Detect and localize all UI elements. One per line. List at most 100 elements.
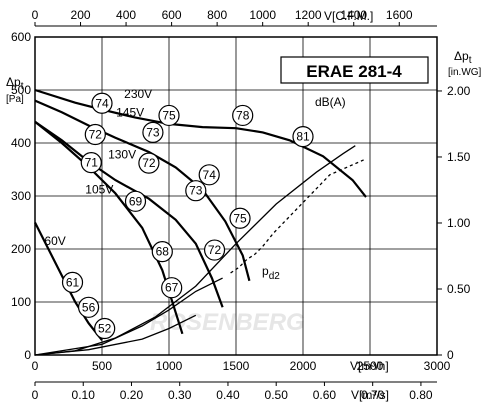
chart-title: ERAE 281-4 (306, 62, 402, 81)
db-marker-value: 78 (236, 108, 250, 122)
left-axis-label: Δpt (6, 75, 24, 92)
bottom-axis-m3h-tick-label: 500 (92, 359, 112, 373)
db-marker-circle (142, 121, 164, 143)
top-axis-cfm-tick-label: 1000 (249, 8, 276, 22)
voltage-label: 130V (108, 147, 136, 161)
right-axis-tick-label: 0 (447, 348, 454, 362)
left-axis-tick-label: 200 (11, 242, 31, 256)
db-marker-circle (124, 190, 147, 212)
db-marker-circle (84, 123, 106, 146)
db-marker-circle (138, 152, 160, 174)
db-marker-value: 74 (203, 168, 217, 182)
db-marker-value: 68 (156, 245, 170, 259)
grid (35, 37, 437, 355)
top-axis-cfm-tick-label: 800 (207, 8, 227, 22)
db-marker-circle (91, 92, 113, 114)
left-axis-tick-label: 300 (11, 189, 31, 203)
pd2-dashed-curve (230, 158, 367, 274)
db-marker-value: 75 (233, 211, 247, 225)
bottom-axis-m3s-label: V[m³/s] (351, 388, 389, 402)
db-marker-value: 74 (95, 96, 109, 110)
db-marker-circle (80, 152, 102, 174)
top-axis-cfm-ticks: 0 200 400 600 800 1000 1200 1400 1600 (32, 8, 437, 27)
db-marker-value: 73 (146, 125, 160, 139)
top-axis-cfm-tick-label: 1200 (295, 8, 322, 22)
left-axis-tick-label: 500 (11, 83, 31, 97)
db-marker-circle (185, 180, 207, 202)
db-marker-value: 81 (296, 130, 310, 144)
right-axis-tick-label: 0.50 (447, 282, 471, 296)
fan-curve-line (34, 120, 224, 308)
db-marker-value: 72 (89, 128, 103, 142)
bottom-axis-m3s-tick-label: 0.60 (313, 388, 337, 402)
bottom-axis-m3h-tick-label: 0 (32, 359, 39, 373)
db-marker-value: 69 (129, 194, 143, 208)
bottom-axis-m3h-ticks: 0 500 1000 1500 2000 2500 3000 (32, 359, 451, 373)
top-axis-cfm-tick-label: 1600 (386, 8, 413, 22)
voltage-label: 145V (116, 106, 144, 120)
bottom-axis-m3s-tick-label: 0.20 (120, 388, 144, 402)
db-marker-value: 61 (66, 275, 80, 289)
dba-label: dB(A) (315, 95, 346, 109)
system-curve (34, 277, 223, 356)
top-axis-cfm-tick-label: 1400 (340, 8, 367, 22)
voltage-label: 60V (44, 234, 65, 248)
db-marker-circle (151, 241, 173, 263)
left-axis-tick-label: 100 (11, 295, 31, 309)
db-marker-circle (203, 239, 226, 261)
left-axis-tick-label: 400 (11, 136, 31, 150)
top-axis-cfm-label: V[C.F.M.] (324, 9, 373, 23)
pd-label: pd2 (262, 264, 280, 282)
db-marker-circle (161, 277, 183, 299)
bottom-axis-m3h-tick-label: 2500 (357, 359, 384, 373)
db-marker-circle (198, 164, 220, 186)
left-axis-tick-label: 600 (11, 30, 31, 44)
right-axis-tick-label: 1.50 (447, 150, 471, 164)
bottom-axis-m3h-tick-label: 1500 (223, 359, 250, 373)
right-axis-tick-label: 2.00 (447, 84, 471, 98)
voltage-labels: 230V 145V 130V 105V 60V (44, 87, 152, 248)
right-axis-unit: [in.WG] (448, 67, 482, 78)
system-curve (34, 314, 197, 356)
bottom-axis-m3h-tick-label: 2000 (290, 359, 317, 373)
bottom-axis-m3s-ticks: 0 0.10 0.20 0.30 0.40 0.50 0.60 0.70 0.80 (32, 381, 437, 402)
fan-curve-line (34, 99, 251, 282)
db-marker-circle (229, 207, 251, 229)
db-marker-value: 73 (189, 184, 203, 198)
bottom-axis-m3s-tick-label: 0.70 (361, 388, 385, 402)
db-marker-circle (77, 296, 100, 318)
db-marker-value: 72 (142, 156, 156, 170)
left-axis-unit: [Pa] (6, 94, 24, 105)
voltage-label: 105V (85, 182, 113, 196)
db-marker-value: 71 (85, 156, 99, 170)
top-axis-cfm-tick-label: 600 (162, 8, 182, 22)
watermark-text: ROSENBERG (150, 309, 305, 336)
db-marker-circle (232, 104, 254, 127)
left-axis-tick-label: 0 (24, 348, 31, 362)
db-marker-circle (61, 271, 84, 293)
title-box (280, 56, 429, 84)
db-marker-circle (158, 104, 180, 127)
right-axis-label: Δpt (454, 49, 472, 66)
bottom-axis-m3h-tick-label: 3000 (424, 359, 451, 373)
right-axis-ticks: 0 0.50 1.00 1.50 2.00 (437, 84, 471, 362)
bottom-axis-m3s-tick-label: 0.50 (265, 388, 289, 402)
top-axis-cfm-tick-label: 200 (71, 8, 91, 22)
bottom-axis-m3s-tick-label: 0.40 (216, 388, 240, 402)
plot-frame (34, 36, 438, 356)
bottom-axis-m3s-tick-label: 0 (32, 388, 39, 402)
bottom-axis-m3s-tick-label: 0.10 (72, 388, 96, 402)
db-marker-value: 52 (98, 322, 112, 336)
db-marker-circle (292, 126, 314, 148)
top-axis-cfm-tick-label: 400 (116, 8, 136, 22)
fan-curve-line (34, 120, 184, 335)
db-marker-value: 67 (165, 281, 179, 295)
bottom-axis-m3s-tick-label: 0.80 (409, 388, 433, 402)
db-marker-circle (94, 317, 116, 340)
db-marker-value: 75 (162, 108, 176, 122)
db-marker-value: 72 (208, 243, 222, 257)
bottom-axis-m3s-tick-label: 0.30 (168, 388, 192, 402)
right-axis-tick-label: 1.00 (447, 216, 471, 230)
